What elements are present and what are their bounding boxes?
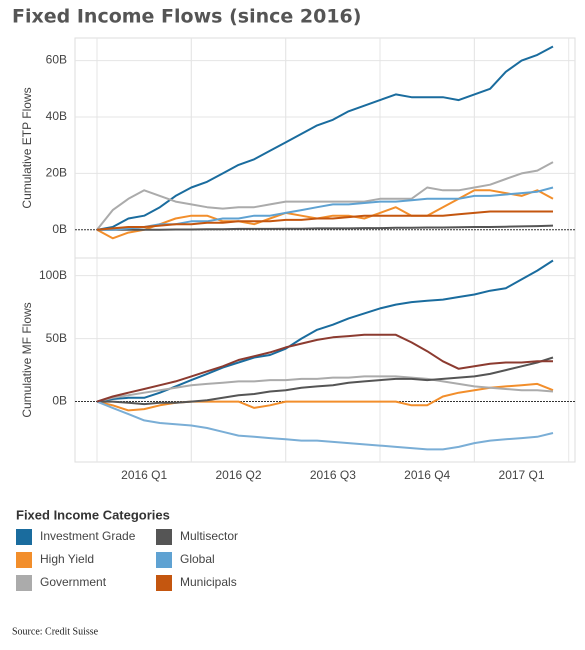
legend-swatch bbox=[16, 575, 32, 591]
legend-label: Municipals bbox=[180, 575, 237, 589]
y-tick-label: 60B bbox=[46, 53, 67, 67]
legend-label: Global bbox=[180, 552, 215, 566]
legend-swatch bbox=[156, 529, 172, 545]
series-line bbox=[96, 189, 554, 240]
legend-swatch bbox=[156, 575, 172, 591]
series-line bbox=[97, 186, 554, 231]
y-tick-label: 20B bbox=[46, 166, 67, 180]
source: Source: Credit Suisse bbox=[12, 626, 99, 637]
series-line bbox=[96, 259, 554, 403]
series-line bbox=[97, 224, 554, 231]
y-tick-label: 50B bbox=[46, 331, 67, 345]
legend-label: High Yield bbox=[40, 552, 94, 566]
series-line bbox=[96, 45, 554, 231]
series-line bbox=[96, 210, 553, 231]
legend-label: Government bbox=[40, 575, 107, 589]
legend-swatch bbox=[156, 552, 172, 568]
series-line bbox=[96, 333, 553, 403]
legend-title: Fixed Income Categories bbox=[16, 507, 170, 522]
series-line bbox=[96, 400, 554, 451]
x-tick-label: 2016 Q1 bbox=[121, 468, 167, 482]
y-tick-label: 0B bbox=[52, 222, 67, 236]
series-line bbox=[96, 375, 554, 403]
y-tick-label: 100B bbox=[39, 268, 67, 282]
series-line bbox=[96, 161, 554, 231]
series-line bbox=[97, 356, 554, 406]
chart-title: Fixed Income Flows (since 2016) bbox=[12, 6, 361, 28]
y-axis-label: Cumulative MF Flows bbox=[20, 302, 34, 417]
x-tick-label: 2017 Q1 bbox=[499, 468, 545, 482]
y-tick-label: 0B bbox=[52, 394, 67, 408]
legend-label: Investment Grade bbox=[40, 529, 136, 543]
legend-swatch bbox=[16, 529, 32, 545]
x-tick-label: 2016 Q2 bbox=[215, 468, 261, 482]
x-tick-label: 2016 Q3 bbox=[310, 468, 356, 482]
y-tick-label: 40B bbox=[46, 109, 67, 123]
y-axis-label: Cumulative ETP Flows bbox=[20, 87, 34, 208]
legend-label: Multisector bbox=[180, 529, 238, 543]
x-tick-label: 2016 Q4 bbox=[404, 468, 450, 482]
legend-swatch bbox=[16, 552, 32, 568]
panel bbox=[74, 257, 576, 463]
